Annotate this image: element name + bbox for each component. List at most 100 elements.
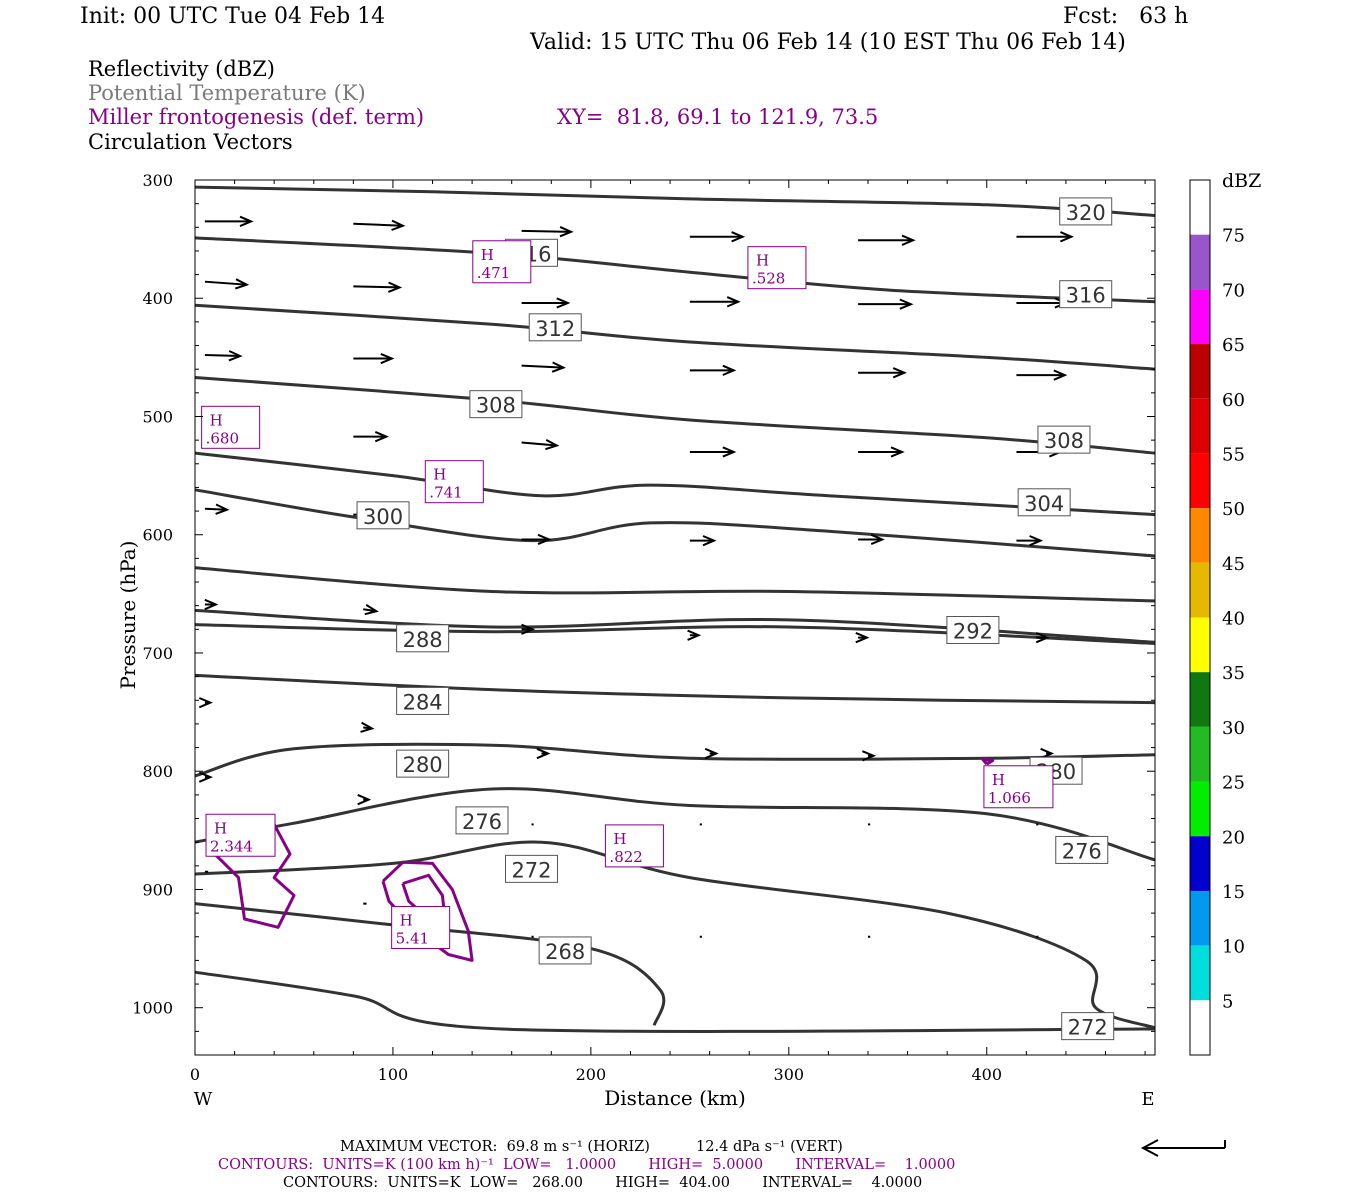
theta-contour-312 [194, 303, 1156, 371]
colorbar-label: 25 [1222, 773, 1245, 794]
theta-label-box [396, 749, 450, 778]
theta-contour-layer [194, 185, 1156, 1033]
footer-contours-frontogenesis: CONTOURS: UNITS=K (100 km h)⁻¹ LOW= 1.00… [218, 1157, 956, 1173]
frontogenesis-max-box [472, 240, 532, 284]
colorbar-swatch [1190, 781, 1210, 837]
x-tick-label: 300 [774, 1065, 805, 1084]
theta-label-box [396, 686, 450, 715]
theta-label-276: 276 [1062, 839, 1102, 863]
theta-label-308: 308 [476, 394, 516, 418]
legend-reflectivity: Reflectivity (dBZ) [88, 57, 276, 81]
circulation-vector-head [374, 430, 389, 443]
colorbar-frame [1189, 179, 1211, 1056]
frontogenesis-max-value: 1.066 [988, 789, 1031, 807]
theta-label-268: 268 [545, 940, 585, 964]
circulation-vector-head [722, 364, 737, 376]
theta-contour-276 [194, 787, 1156, 862]
circulation-vector-head [1060, 231, 1074, 243]
theta-contour-280 [194, 742, 1156, 778]
valid-time: Valid: 15 UTC Thu 06 Feb 14 (10 EST Thu … [530, 30, 1126, 55]
theta-label-box [396, 624, 450, 653]
circulation-vector-head [228, 350, 243, 362]
colorbar-label: 15 [1222, 882, 1245, 903]
circulation-vector-head [731, 231, 746, 243]
theta-contour-272 [194, 970, 1156, 1033]
x-axis-left-end: W [194, 1089, 213, 1110]
y-tick-label: 900 [142, 880, 173, 899]
circulation-vector [353, 285, 400, 289]
theta-label-box [1059, 197, 1113, 226]
x-tick-label: 200 [576, 1065, 607, 1084]
theta-contour-300 [194, 488, 1156, 558]
circulation-vector-head [391, 219, 406, 231]
theta-label-300: 300 [363, 505, 403, 529]
circulation-vector-head [702, 535, 717, 547]
y-tick-label: 600 [142, 526, 173, 545]
theta-contour-268 [194, 902, 666, 1026]
theta-label-276: 276 [462, 810, 502, 834]
frontogenesis-max-value: .471 [477, 264, 510, 282]
circulation-vector-head [1029, 535, 1044, 547]
theta-contour-316 [194, 236, 1156, 304]
circulation-vector-head [901, 234, 916, 246]
colorbar-label: 45 [1222, 554, 1245, 575]
circulation-vector [521, 364, 564, 369]
circulation-vector [204, 507, 227, 511]
colorbar-swatch [1190, 890, 1210, 946]
circulation-vector [353, 222, 403, 227]
circulation-vector-head [892, 367, 907, 379]
theta-contour-272 [194, 840, 1156, 1030]
circulation-vector-head [556, 297, 571, 309]
circulation-vector [521, 229, 572, 233]
footer-max-vector: MAXIMUM VECTOR: 69.8 m s⁻¹ (HORIZ) 12.4 … [340, 1139, 843, 1155]
plot-frame [194, 179, 1156, 1056]
theta-label-box [356, 501, 410, 530]
circulation-vector [521, 441, 557, 447]
legend-frontogenesis: Miller frontogenesis (def. term) [88, 105, 425, 129]
theta-label-280: 280 [403, 753, 443, 777]
frontogenesis-max-value: .528 [752, 270, 785, 288]
colorbar-swatch [1190, 562, 1210, 618]
circulation-vector-head [890, 446, 905, 458]
theta-contour-284 [194, 673, 1156, 705]
theta-contour-308 [194, 376, 1156, 455]
contour-label-layer: 3203163163123083083043043002922882842802… [201, 197, 1115, 1041]
theta-label-284: 284 [403, 690, 443, 714]
circulation-vector-head [1035, 631, 1050, 644]
colorbar-label: 35 [1222, 663, 1245, 684]
footer-contours-theta: CONTOURS: UNITS=K LOW= 268.00 HIGH= 404.… [283, 1175, 923, 1191]
circulation-vector-head [198, 771, 213, 783]
colorbar-label: 75 [1222, 226, 1245, 247]
frontogenesis-max-value: .680 [206, 429, 239, 447]
circulation-vector-head [360, 721, 375, 733]
colorbar-label: 55 [1222, 444, 1245, 465]
theta-contour-288 [194, 623, 1156, 645]
theta-label-box [1037, 425, 1091, 454]
frontogenesis-max-box [983, 765, 1054, 809]
colorbar-title: dBZ [1222, 170, 1261, 192]
circulation-vector-head [545, 439, 560, 451]
frontogenesis-contour-layer [213, 757, 995, 962]
circulation-vector-head [357, 793, 372, 806]
circulation-vector-head [855, 631, 870, 644]
y-axis-label: Pressure (hPa) [116, 541, 140, 690]
frontogenesis-max-letter: H [481, 246, 494, 264]
circulation-vector-head [198, 697, 213, 709]
circulation-vector-head [536, 747, 551, 760]
theta-contour-304 [194, 451, 1156, 517]
circulation-vector [204, 354, 241, 357]
frontogenesis-max-letter: H [613, 830, 626, 848]
x-tick-label: 400 [971, 1065, 1002, 1084]
reference-vector-arrow [1140, 1139, 1226, 1157]
circulation-vector-head [551, 361, 566, 373]
frontogenesis-max-box [604, 824, 664, 868]
circulation-vector-head [722, 446, 737, 458]
x-tick-label: 100 [378, 1065, 409, 1084]
y-tick-label: 400 [142, 289, 173, 308]
circulation-vector-head [521, 623, 536, 635]
colorbar-label: 5 [1222, 991, 1233, 1012]
circulation-vector-head [862, 750, 877, 762]
theta-contour-320 [194, 185, 1156, 217]
colorbar-label: 65 [1222, 335, 1245, 356]
frontogenesis-max-letter: H [210, 411, 223, 429]
